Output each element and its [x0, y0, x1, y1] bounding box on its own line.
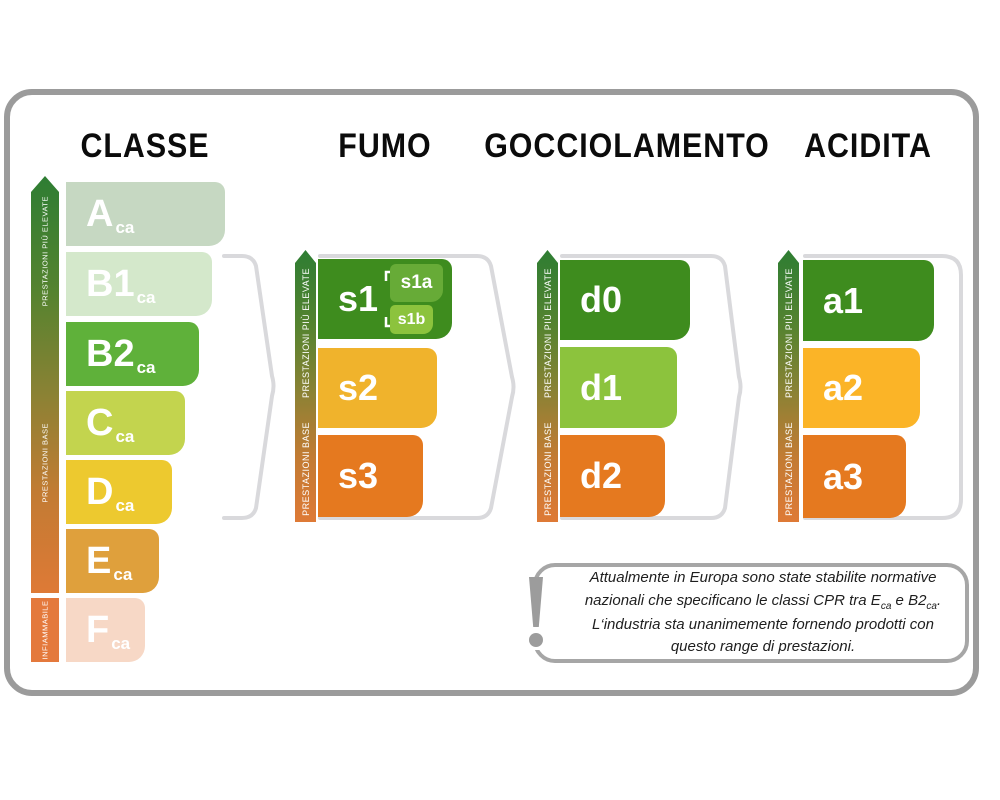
acidita-bar-label: a1 — [823, 279, 864, 321]
gocciolamento-bar-d2: d2 — [560, 435, 665, 517]
classe-bar-B1: B1 ca — [66, 252, 212, 316]
note-text: Attualmente in Europa sono state stabili… — [561, 567, 941, 659]
gocciolamento-bar-label: d1 — [580, 366, 623, 408]
fumo-scale-arrow: PRESTAZIONI PIÙ ELEVATE PRESTAZIONI BASE — [295, 250, 316, 522]
scale-label-base: PRESTAZIONI BASE — [40, 423, 50, 503]
classe-bar-subscript: ca — [115, 427, 135, 446]
note-line: nazionali che specificano le classi CPR … — [584, 591, 881, 609]
gocciolamento-scale-arrow: PRESTAZIONI PIÙ ELEVATE PRESTAZIONI BASE — [537, 250, 558, 522]
classe-bar-subscript: ca — [136, 358, 156, 377]
scale-label-base: PRESTAZIONI BASE — [300, 422, 311, 516]
acidita-bar-a1: a1 — [803, 260, 934, 341]
exclamation-dot — [529, 633, 543, 647]
gocciolamento-bar-d1: d1 — [560, 347, 677, 428]
classe-bar-letter: B2 — [86, 333, 135, 375]
note-subscript: ca — [926, 600, 937, 612]
classe-bar-subscript: ca — [113, 565, 133, 584]
classe-bar-subscript: ca — [115, 496, 135, 515]
fumo-bar-label: s2 — [338, 367, 379, 408]
classe-bar-letter: F — [86, 609, 110, 651]
scale-label-high: PRESTAZIONI PIÙ ELEVATE — [40, 196, 50, 307]
header-classe: CLASSE — [80, 126, 210, 165]
exclamation-icon — [529, 577, 543, 647]
classe-bar-letter: C — [86, 402, 114, 444]
classe-bar-letter: E — [86, 540, 112, 582]
classe-bar-subscript: ca — [111, 634, 131, 653]
fumo-badge-label: s1b — [397, 310, 426, 328]
note-line: Attualmente in Europa sono state stabili… — [589, 569, 937, 587]
fumo-badge-label: s1a — [400, 272, 433, 293]
acidita-bar-label: a2 — [823, 367, 864, 408]
flammable-label: INFIAMMABILE — [40, 600, 50, 660]
note-line: e B2 — [891, 591, 927, 609]
note-line: . — [936, 591, 942, 609]
classe-bar-B2: B2 ca — [66, 322, 199, 386]
note-line: questo range di prestazioni. — [670, 638, 856, 656]
exclamation-bar — [529, 577, 543, 627]
classe-bar-subscript: ca — [136, 288, 156, 307]
classe-bar-subscript: ca — [115, 218, 135, 237]
acidita-bar-label: a3 — [823, 455, 864, 497]
fumo-bar-s2: s2 — [318, 348, 437, 428]
classe-scale-arrow: PRESTAZIONI PIÙ ELEVATE PRESTAZIONI BASE — [31, 176, 59, 593]
fumo-bar-label: s3 — [338, 455, 379, 496]
scale-label-high: PRESTAZIONI PIÙ ELEVATE — [783, 268, 794, 399]
fumo-badge-s1a: s1a — [390, 264, 443, 302]
gocciolamento-bar-d0: d0 — [560, 260, 690, 340]
gocciolamento-bar-label: d0 — [580, 279, 623, 320]
header-gocciolamento: GOCCIOLAMENTO — [484, 126, 770, 165]
note-line: L‘industria sta unanimemente fornendo pr… — [592, 615, 934, 633]
scale-label-base: PRESTAZIONI BASE — [783, 422, 794, 516]
note-subscript: ca — [880, 600, 892, 612]
fumo-bar-s3: s3 — [318, 435, 423, 517]
acidita-bar-a3: a3 — [803, 435, 906, 518]
acidita-scale-arrow: PRESTAZIONI PIÙ ELEVATE PRESTAZIONI BASE — [778, 250, 799, 522]
acidita-bar-a2: a2 — [803, 348, 920, 428]
scale-label-high: PRESTAZIONI PIÙ ELEVATE — [542, 268, 553, 399]
header-acidita: ACIDITA — [804, 126, 932, 165]
classe-bar-letter: B1 — [86, 263, 135, 305]
fumo-bar-label: s1 — [338, 278, 379, 319]
scale-label-base: PRESTAZIONI BASE — [542, 422, 553, 516]
gocciolamento-bar-label: d2 — [580, 455, 623, 496]
scale-label-high: PRESTAZIONI PIÙ ELEVATE — [300, 268, 311, 399]
classe-bar-letter: A — [86, 193, 114, 235]
note-box: Attualmente in Europa sono state stabili… — [533, 563, 969, 663]
header-fumo: FUMO — [338, 126, 432, 165]
flammable-block: INFIAMMABILE — [31, 598, 59, 662]
fumo-badge-s1b: s1b — [390, 305, 433, 334]
classe-bar-letter: D — [86, 471, 114, 513]
